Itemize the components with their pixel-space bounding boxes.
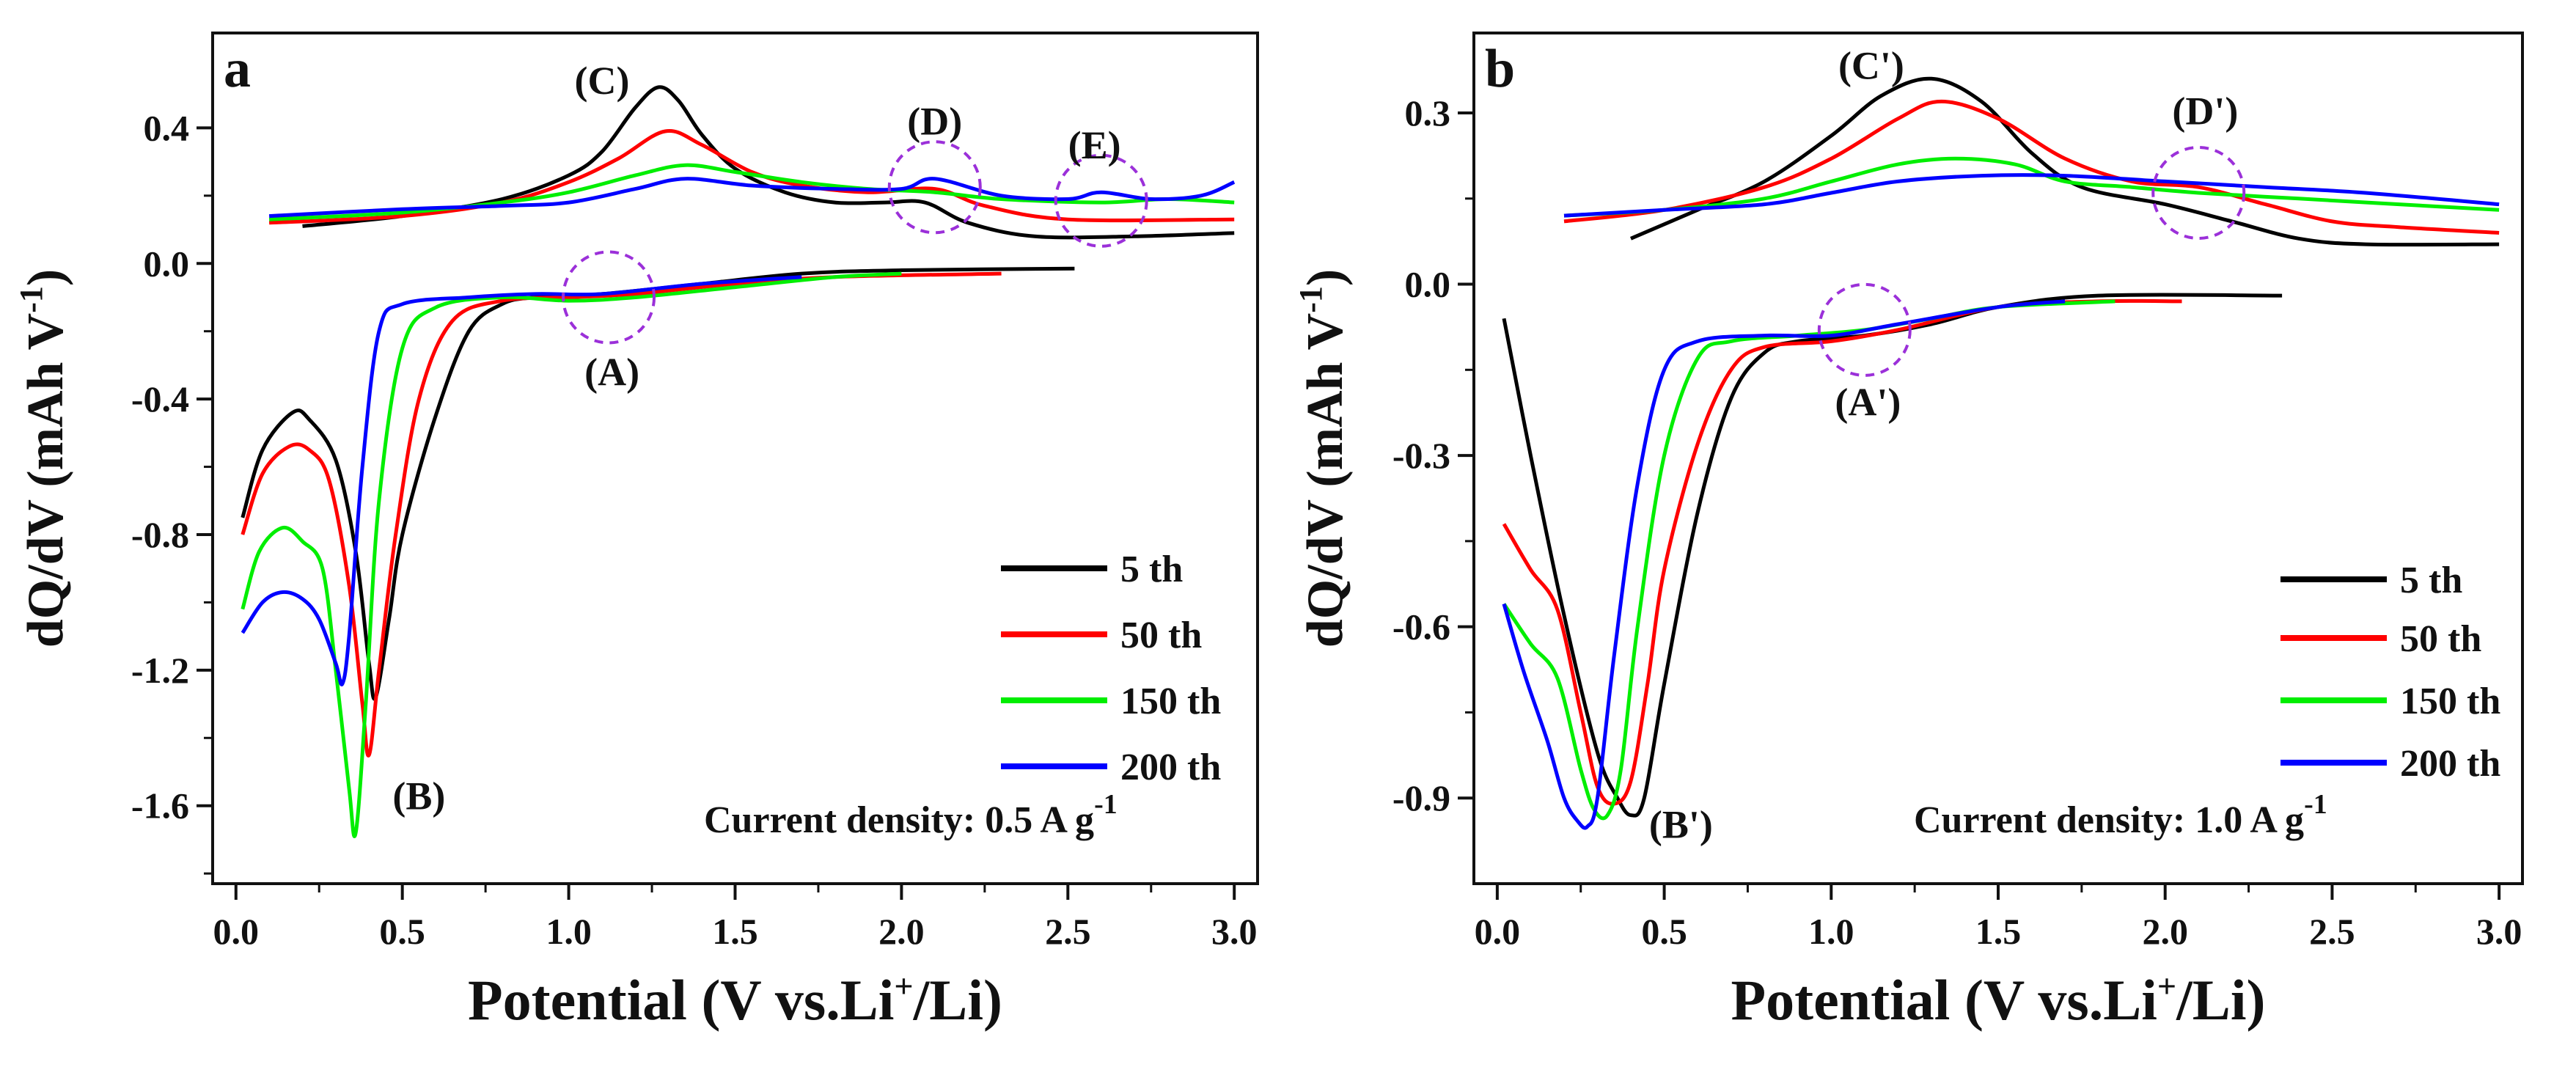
x-axis-label: Potential (V vs.Li+/Li) <box>1731 967 2266 1032</box>
y-axis-label: dQ/dV (mAh V-1) <box>13 269 74 648</box>
series-5th-discharge-line <box>241 266 1075 701</box>
series-50th-discharge-line <box>1502 298 2182 806</box>
annotation-label: (D) <box>907 100 962 144</box>
x-tick-label: 0.0 <box>1475 911 1521 952</box>
legend-label: 200 th <box>1120 747 1221 788</box>
current-density-sup: -1 <box>2304 789 2327 820</box>
y-axis-label-main: dQ/dV (mAh V <box>18 313 74 648</box>
legend-label: 150 th <box>1120 681 1221 722</box>
y-tick-label: -0.6 <box>1392 606 1450 648</box>
current-density-note: Current density: 0.5 A g-1 <box>704 789 1118 841</box>
annotation-circle <box>2151 145 2246 240</box>
annotation-circle <box>1054 153 1148 248</box>
x-tick-label: 2.5 <box>1045 911 1091 952</box>
panel-label: a <box>224 39 251 99</box>
legend-label: 5 th <box>2400 560 2462 601</box>
y-tick-label: 0.3 <box>1405 92 1451 133</box>
series-150th-charge-line <box>1563 156 2500 218</box>
panel-label: b <box>1485 39 1515 99</box>
x-tick-label: 2.0 <box>2142 911 2188 952</box>
legend-label: 50 th <box>2400 618 2481 660</box>
x-axis-label-main: Potential (V vs.Li <box>468 968 894 1032</box>
annotation-circle <box>562 250 656 345</box>
y-axis-label-sup: -1 <box>1293 286 1329 313</box>
y-tick-label: -1.2 <box>131 650 189 691</box>
x-axis-label-main: Potential (V vs.Li <box>1731 968 2157 1032</box>
series-200th-discharge-line <box>241 275 802 686</box>
y-axis-label-end: ) <box>1297 269 1354 286</box>
annotation-label: (E) <box>1068 123 1121 167</box>
x-tick-label: 1.0 <box>546 911 592 952</box>
current-density-text: Current density: 0.5 A g <box>704 799 1094 841</box>
annotation-circle <box>1817 282 1912 377</box>
annotation-label: (B') <box>1649 803 1713 847</box>
series-200th-discharge-line <box>1502 299 2066 830</box>
x-tick-label: 3.0 <box>2476 911 2522 952</box>
x-axis-label: Potential (V vs.Li+/Li) <box>468 967 1002 1032</box>
x-tick-label: 1.0 <box>1808 911 1854 952</box>
x-tick-label: 2.0 <box>878 911 925 952</box>
legend-label: 150 th <box>2400 681 2500 722</box>
series-200th-charge-line <box>1563 173 2500 218</box>
x-axis-label-end: /Li) <box>2176 968 2265 1032</box>
x-axis-label-sup: + <box>894 967 913 1005</box>
legend-label: 200 th <box>2400 743 2500 785</box>
x-tick-label: 0.5 <box>1641 911 1687 952</box>
y-tick-label: -0.9 <box>1392 777 1450 818</box>
y-axis-label-end: ) <box>18 269 74 286</box>
y-tick-label: 0.0 <box>1405 264 1451 305</box>
y-axis-label-sup: -1 <box>13 286 49 313</box>
series-150th-discharge-line <box>241 271 902 838</box>
legend-label: 5 th <box>1120 549 1183 590</box>
legend-label: 50 th <box>1120 615 1202 656</box>
annotation-label: (A') <box>1835 381 1901 425</box>
x-tick-label: 0.5 <box>379 911 425 952</box>
x-axis-label-sup: + <box>2157 967 2176 1005</box>
x-tick-label: 2.5 <box>2309 911 2355 952</box>
y-tick-label: 0.4 <box>144 107 190 148</box>
annotation-label: (B) <box>392 774 445 818</box>
annotation-label: (C') <box>1838 43 1904 87</box>
y-tick-label: -1.6 <box>131 785 189 826</box>
x-tick-label: 1.5 <box>1975 911 2022 952</box>
y-tick-label: 0.0 <box>144 243 190 284</box>
y-tick-label: -0.3 <box>1392 435 1450 476</box>
annotation-label: (D') <box>2172 89 2238 133</box>
annotation-label: (C) <box>574 59 629 103</box>
x-axis-label-end: /Li) <box>913 968 1002 1032</box>
y-tick-label: -0.4 <box>131 378 189 419</box>
x-tick-label: 1.5 <box>712 911 758 952</box>
current-density-sup: -1 <box>1094 789 1118 820</box>
y-axis-label: dQ/dV (mAh V-1) <box>1293 269 1354 648</box>
series-200th-charge-line <box>268 177 1236 219</box>
x-tick-label: 0.0 <box>213 911 260 952</box>
series-5th-charge-line <box>1630 76 2500 247</box>
annotation-label: (A) <box>584 351 639 395</box>
panel-b: 0.0 0.5 1.0 1.5 2.0 2.5 3.0 0.3 0.0 -0.3 -0.6 -0.9 P… <box>1293 32 2524 1032</box>
y-tick-label: -0.8 <box>131 514 189 555</box>
panel-a: 0.0 0.5 1.0 1.5 2.0 2.5 3.0 0.4 0.0 -0.4 -0.8 -1.2 -… <box>13 32 1259 1032</box>
series-50th-discharge-line <box>241 271 1002 758</box>
current-density-text: Current density: 1.0 A g <box>1914 799 2304 841</box>
x-tick-label: 3.0 <box>1211 911 1258 952</box>
series-50th-charge-line <box>1563 99 2500 235</box>
annotation-circle <box>887 140 982 235</box>
y-axis-label-main: dQ/dV (mAh V <box>1297 313 1354 648</box>
current-density-note: Current density: 1.0 A g-1 <box>1914 789 2327 841</box>
series-5th-discharge-line <box>1502 293 2283 818</box>
series-150th-charge-line <box>268 163 1235 221</box>
